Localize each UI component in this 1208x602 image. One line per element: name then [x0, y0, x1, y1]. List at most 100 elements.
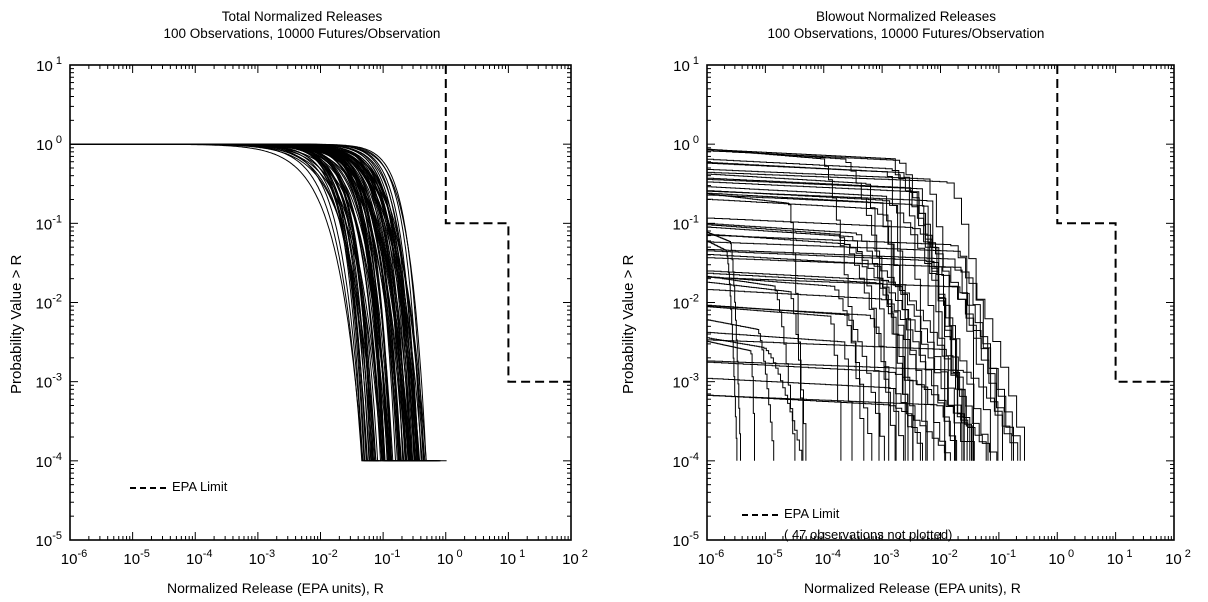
ccdf-curve	[707, 186, 897, 461]
ccdf-curve	[707, 171, 999, 461]
ccdf-curve	[707, 275, 796, 461]
ccdf-curve	[70, 143, 372, 461]
ccdf-curve	[707, 306, 842, 461]
ccdf-curve	[707, 360, 1019, 461]
chart-title-block: Blowout Normalized Releases 100 Observat…	[604, 8, 1208, 42]
ccdf-curve	[70, 143, 370, 461]
ccdf-curve	[707, 361, 998, 461]
ccdf-curve	[70, 143, 372, 461]
ccdf-curve	[70, 143, 379, 461]
ccdf-curve	[707, 149, 914, 461]
x-tick-label: 10-6	[698, 548, 724, 568]
x-tick-label: 10-5	[756, 548, 782, 568]
ccdf-curve	[70, 143, 373, 461]
x-tick-label: 10 2	[562, 548, 588, 568]
ccdf-curve-group	[70, 143, 447, 462]
ccdf-curve	[707, 148, 906, 461]
ccdf-curve	[707, 394, 951, 461]
ccdf-curve	[70, 143, 363, 461]
ccdf-curve	[707, 226, 896, 461]
ccdf-curve	[707, 177, 971, 461]
x-tick-label: 10 1	[1107, 548, 1133, 568]
y-tick-label: 10-5	[673, 530, 699, 550]
y-tick-label: 10-5	[36, 530, 62, 550]
ccdf-curve	[70, 143, 367, 461]
y-axis-label: Probability Value > R	[620, 254, 637, 394]
x-tick-label: 10 0	[437, 548, 463, 568]
x-tick-label: 10 2	[1165, 548, 1191, 568]
chart-panel-total: Total Normalized Releases 100 Observatio…	[0, 8, 604, 596]
y-tick-label: 10-3	[36, 372, 62, 392]
ccdf-curve	[707, 254, 975, 461]
ccdf-curve	[707, 178, 935, 461]
ccdf-curve	[70, 143, 390, 462]
x-tick-label: 10-5	[123, 548, 149, 568]
ccdf-curve	[70, 143, 386, 461]
x-tick-label: 10 1	[499, 548, 525, 568]
ccdf-curve	[70, 143, 405, 461]
y-tick-label: 10-3	[673, 372, 699, 392]
ccdf-curve	[70, 143, 373, 461]
x-axis-label: Normalized Release (EPA units), R	[804, 580, 1021, 596]
ccdf-curve	[707, 198, 928, 461]
ccdf-curve	[707, 162, 914, 461]
ccdf-curve	[707, 281, 807, 461]
y-tick-label: 10 1	[36, 55, 62, 75]
ccdf-curve	[70, 143, 368, 461]
legend-dash-swatch	[742, 513, 778, 516]
ccdf-curve	[707, 158, 972, 461]
ccdf-curve	[70, 143, 391, 461]
ccdf-curve	[707, 150, 965, 461]
legend: EPA Limit	[130, 479, 227, 494]
y-tick-label: 10-1	[673, 213, 699, 233]
ccdf-curve	[70, 143, 376, 461]
y-tick-label: 10 1	[673, 55, 699, 75]
chart-title-block: Total Normalized Releases 100 Observatio…	[0, 8, 604, 42]
y-axis-label: Probability Value > R	[8, 254, 25, 394]
tick-group	[706, 65, 1174, 541]
ccdf-curve	[70, 143, 400, 461]
plot-frame	[706, 64, 1175, 541]
legend-label: EPA Limit	[172, 479, 228, 494]
chart-plot: 10-6 10-5 10-4 10-3 10-2 10-1 10 0 10 1 10 210-5…	[673, 55, 1191, 568]
ccdf-curve-group	[707, 148, 1025, 461]
ccdf-curve	[70, 143, 391, 461]
ccdf-curve	[707, 231, 741, 461]
ccdf-curve	[707, 394, 957, 461]
x-tick-label: 10-2	[931, 548, 957, 568]
legend: EPA Limit	[742, 506, 839, 521]
chart-subtitle: 100 Observations, 10000 Futures/Observat…	[767, 26, 1045, 41]
y-tick-label: 10-4	[36, 451, 62, 471]
ccdf-curve	[707, 339, 974, 461]
ccdf-curve	[707, 340, 755, 461]
x-axis-label: Normalized Release (EPA units), R	[167, 580, 384, 596]
x-tick-label: 10-1	[990, 548, 1016, 568]
chart-title: Total Normalized Releases	[221, 9, 383, 24]
legend-label: EPA Limit	[784, 506, 840, 521]
chart-subtitle: 100 Observations, 10000 Futures/Observat…	[163, 26, 441, 41]
ccdf-curve	[707, 250, 1021, 461]
ccdf-curve	[707, 289, 958, 461]
y-tick-label: 10 0	[673, 134, 699, 154]
x-tick-label: 10-4	[815, 548, 841, 568]
x-tick-label: 10-2	[311, 548, 337, 568]
y-tick-label: 10 0	[36, 134, 62, 154]
ccdf-curve	[707, 224, 905, 461]
epa-limit-line	[444, 65, 571, 383]
x-tick-label: 10 0	[1048, 548, 1074, 568]
ccdf-curve	[707, 169, 963, 461]
ccdf-curve	[707, 234, 1003, 461]
chart-plot: 10-6 10-5 10-4 10-3 10-2 10-1 10 0 10 1 10 210-5…	[36, 55, 588, 568]
ccdf-curve	[707, 249, 991, 461]
x-tick-label: 10-3	[249, 548, 275, 568]
ccdf-curve	[707, 272, 968, 461]
plot-frame	[69, 64, 572, 541]
tick-group	[69, 65, 571, 541]
epa-limit-line	[1056, 65, 1174, 383]
y-tick-label: 10-4	[673, 451, 699, 471]
legend-dash-swatch	[130, 486, 166, 489]
ccdf-curve	[70, 143, 368, 461]
ccdf-curve	[707, 276, 1014, 461]
ccdf-curve	[707, 276, 873, 461]
annotation-not-plotted: ( 47 observations not plotted)	[784, 527, 953, 542]
